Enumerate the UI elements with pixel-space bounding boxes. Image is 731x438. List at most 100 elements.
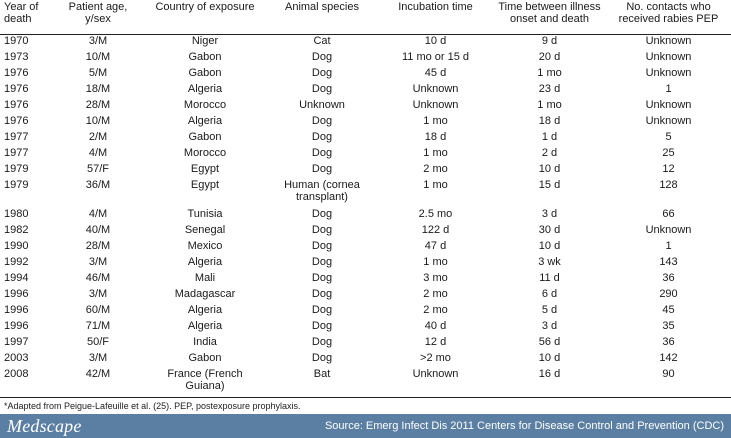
cell-incubation: 11 mo or 15 d (401, 51, 470, 63)
cell-incubation: 2 mo (423, 304, 448, 316)
cell-onset-to-death: 1 d (541, 131, 558, 143)
cell-onset-to-death: 20 d (538, 51, 561, 63)
table-row: 1976 10/M Algeria Dog 1 mo 18 d Unknown (0, 115, 731, 131)
cell-species: Dog (311, 83, 333, 95)
cell-onset-to-death: 10 d (538, 163, 561, 175)
cell-age-sex: 3/M (88, 256, 108, 268)
cell-age-sex: 40/M (85, 224, 111, 236)
cell-species: Unknown (299, 99, 345, 111)
cell-age-sex: 5/M (88, 67, 108, 79)
table-footnote: *Adapted from Peigue-Lafeuille et al. (2… (4, 401, 301, 411)
cell-onset-to-death: 5 d (541, 304, 558, 316)
footer-bar: Medscape Source: Emerg Infect Dis 2011 C… (0, 414, 731, 438)
cell-year: 1976 (4, 67, 29, 79)
cell-incubation: 45 d (424, 67, 447, 79)
cell-year: 1994 (4, 272, 29, 284)
cell-species: Dog (311, 147, 333, 159)
cell-age-sex: 46/M (85, 272, 111, 284)
table-row: 1994 46/M Mali Dog 3 mo 11 d 36 (0, 272, 731, 288)
cell-age-sex: 50/F (86, 336, 109, 348)
cell-pep-contacts: 66 (662, 208, 675, 220)
cell-incubation: 3 mo (423, 272, 448, 284)
cell-year: 1996 (4, 288, 29, 300)
cell-species: Dog (311, 336, 333, 348)
cell-incubation: 47 d (424, 240, 447, 252)
table-row: 2003 3/M Gabon Dog >2 mo 10 d 142 (0, 352, 731, 368)
cell-pep-contacts: 25 (662, 147, 675, 159)
cell-country: Mexico (187, 240, 223, 252)
cell-onset-to-death: 6 d (541, 288, 558, 300)
cell-species: Bat (313, 368, 331, 380)
cell-country: Morocco (183, 99, 227, 111)
cell-country: Madagascar (174, 288, 236, 300)
cell-year: 1979 (4, 179, 29, 191)
cell-age-sex: 57/F (86, 163, 109, 175)
cell-country: Gabon (188, 352, 222, 364)
cell-onset-to-death: 15 d (538, 179, 561, 191)
cell-country: France (French Guiana) (167, 368, 243, 392)
cell-age-sex: 4/M (88, 147, 108, 159)
table-row: 1977 4/M Morocco Dog 1 mo 2 d 25 (0, 147, 731, 163)
cell-country: Gabon (188, 51, 222, 63)
cell-age-sex: 71/M (85, 320, 111, 332)
source-citation: Source: Emerg Infect Dis 2011 Centers fo… (324, 420, 724, 432)
cell-year: 1977 (4, 147, 29, 159)
cell-onset-to-death: 56 d (538, 336, 561, 348)
cell-year: 1976 (4, 99, 29, 111)
cell-incubation: 1 mo (423, 115, 448, 127)
cell-country: Gabon (188, 131, 222, 143)
table-body: 1970 3/M Niger Cat 10 d 9 d Unknown 1973 10/M Gab… (0, 35, 731, 398)
cell-year: 1992 (4, 256, 29, 268)
cell-country: Morocco (183, 147, 227, 159)
cell-pep-contacts: 142 (659, 352, 678, 364)
cell-year: 1997 (4, 336, 29, 348)
cell-year: 1980 (4, 208, 29, 220)
cell-pep-contacts: Unknown (645, 51, 692, 63)
cell-onset-to-death: 1 mo (537, 99, 562, 111)
cell-pep-contacts: 143 (659, 256, 678, 268)
table-row: 1973 10/M Gabon Dog 11 mo or 15 d 20 d Unknown (0, 51, 731, 67)
header-year-of-death: Year of death (4, 1, 39, 25)
table-row: 1970 3/M Niger Cat 10 d 9 d Unknown (0, 35, 731, 52)
cell-incubation: 2.5 mo (418, 208, 453, 220)
cell-pep-contacts: 45 (662, 304, 675, 316)
cell-year: 1996 (4, 304, 29, 316)
cell-pep-contacts: 128 (659, 179, 678, 191)
cell-pep-contacts: 35 (662, 320, 675, 332)
cell-species: Dog (311, 51, 333, 63)
cell-onset-to-death: 3 d (541, 320, 558, 332)
cell-age-sex: 42/M (85, 368, 111, 380)
cell-onset-to-death: 9 d (541, 35, 558, 47)
cell-incubation: 40 d (424, 320, 447, 332)
cell-age-sex: 2/M (88, 131, 108, 143)
cell-age-sex: 3/M (88, 35, 108, 47)
cell-species: Dog (311, 256, 333, 268)
cell-species: Dog (311, 320, 333, 332)
cell-onset-to-death: 11 d (539, 272, 560, 284)
cell-age-sex: 10/M (85, 115, 111, 127)
cell-species: Dog (311, 224, 333, 236)
cell-pep-contacts: 1 (665, 240, 672, 252)
rabies-cases-table: Year of death Patient age, y/sex Country… (0, 1, 731, 398)
cell-year: 1990 (4, 240, 29, 252)
table-row: 1976 5/M Gabon Dog 45 d 1 mo Unknown (0, 67, 731, 83)
cell-age-sex: 36/M (85, 179, 111, 191)
table-row: 1979 57/F Egypt Dog 2 mo 10 d 12 (0, 163, 731, 179)
cell-onset-to-death: 3 wk (538, 256, 561, 268)
table-row: 1996 71/M Algeria Dog 40 d 3 d 35 (0, 320, 731, 336)
cell-country: Algeria (187, 304, 223, 316)
table-row: 1990 28/M Mexico Dog 47 d 10 d 1 (0, 240, 731, 256)
cell-species: Human (cornea transplant) (284, 179, 360, 203)
cell-age-sex: 10/M (85, 51, 111, 63)
cell-country: India (193, 336, 217, 348)
cell-year: 2003 (4, 352, 29, 364)
cell-pep-contacts: 290 (659, 288, 678, 300)
cell-year: 1976 (4, 115, 29, 127)
cell-pep-contacts: Unknown (645, 99, 692, 111)
cell-species: Cat (313, 35, 331, 47)
cell-country: Niger (191, 35, 219, 47)
cell-pep-contacts: Unknown (645, 35, 692, 47)
cell-species: Dog (311, 352, 333, 364)
cell-year: 1970 (4, 35, 29, 47)
table-row: 1976 18/M Algeria Dog Unknown 23 d 1 (0, 83, 731, 99)
